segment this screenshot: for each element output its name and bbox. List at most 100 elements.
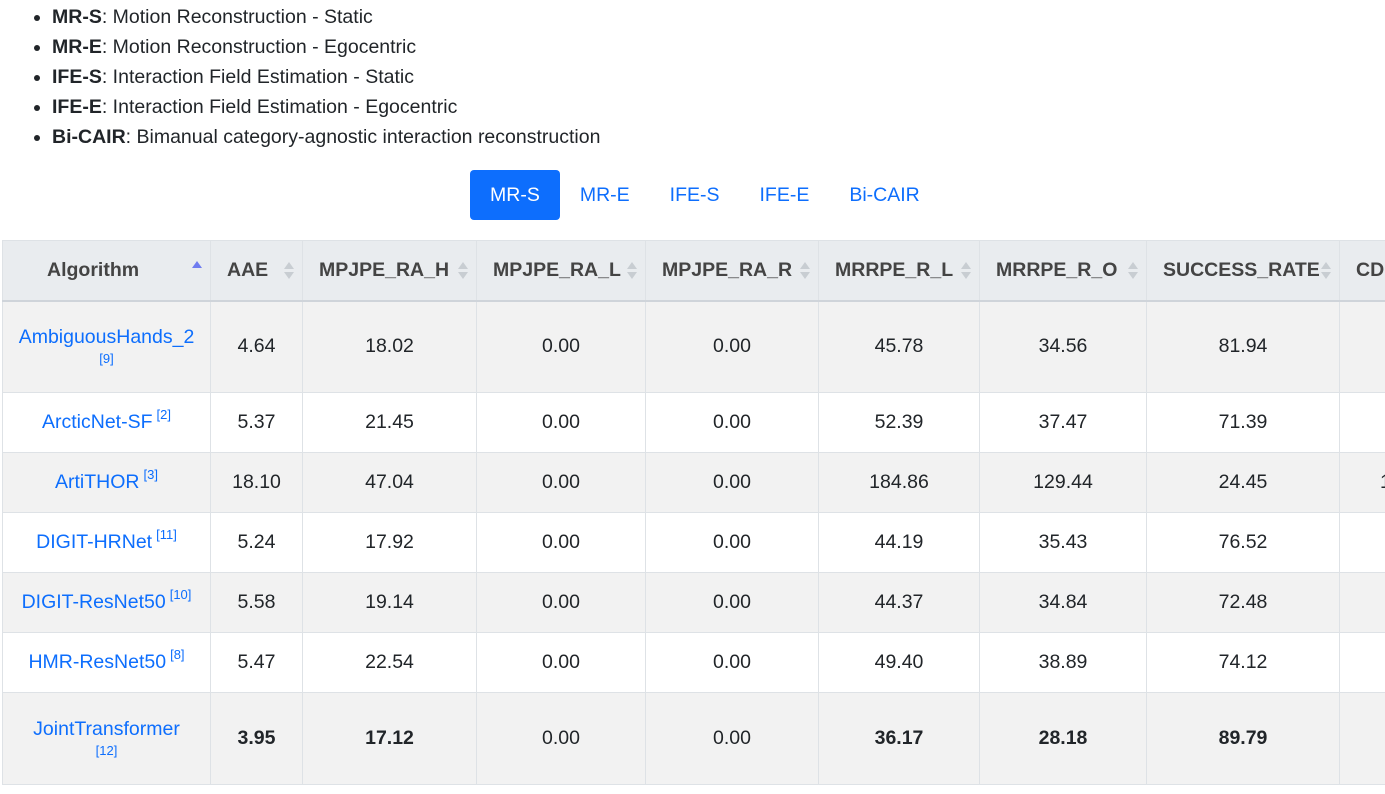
column-header-aae[interactable]: AAE [210,240,303,302]
algorithm-cell: ArtiTHOR [3] [2,452,211,513]
sort-icon [1128,261,1138,281]
metric-cell-aae: 4.64 [210,300,303,393]
legend-abbr: Bi-CAIR [52,126,126,148]
column-header-mrrpe-r-o[interactable]: MRRPE_R_O [979,240,1147,302]
algorithm-link[interactable]: ArcticNet-SF [42,411,153,433]
sort-icon [458,261,468,281]
reference-link[interactable]: [3] [143,467,158,482]
algorithm-cell: HMR-ResNet50 [8] [2,632,211,693]
metric-cell-success-rate: 89.79 [1146,692,1340,785]
metric-cell-cde [1339,632,1385,693]
tab-ife-s[interactable]: IFE-S [669,184,720,206]
column-header-label: MPJPE_RA_H [319,258,450,281]
metric-cell-mrrpe-r-o: 129.44 [979,452,1147,513]
reference-link[interactable]: [12] [95,743,118,758]
algorithm-cell: ArcticNet-SF [2] [2,392,211,453]
algorithm-link[interactable]: HMR-ResNet50 [28,651,167,673]
column-header-label: Algorithm [47,258,140,281]
legend-description: : Motion Reconstruction - Static [101,6,373,28]
sort-icon [284,261,294,281]
metric-cell-success-rate: 24.45 [1146,452,1340,513]
sort-ascending-icon [192,260,202,280]
table-header-row: Algorithm AAE MPJPE_RA_H MPJPE_RA_L MPJPE_RA… [2,240,1385,302]
reference-link[interactable]: [11] [156,527,177,542]
algorithm-cell: AmbiguousHands_2 [9] [2,300,211,393]
column-header-algorithm[interactable]: Algorithm [2,240,211,302]
metric-cell-success-rate: 71.39 [1146,392,1340,453]
metric-cell-mrrpe-r-o: 38.89 [979,632,1147,693]
tab-ife-e[interactable]: IFE-E [759,184,810,206]
table-row: AmbiguousHands_2 [9] 4.64 18.02 0.00 0.00 45.7… [2,300,1385,393]
metric-cell-mpjpe-ra-h: 18.02 [302,300,477,393]
metric-cell-success-rate: 72.48 [1146,572,1340,633]
metric-cell-mpjpe-ra-l: 0.00 [476,632,646,693]
column-header-mpjpe-ra-r[interactable]: MPJPE_RA_R [645,240,819,302]
metric-cell-aae: 3.95 [210,692,303,785]
algorithm-cell: DIGIT-ResNet50 [10] [2,572,211,633]
sort-icon [961,261,971,281]
metric-cell-cde: 1 [1339,452,1385,513]
column-header-label: MPJPE_RA_R [662,258,793,281]
algorithm-link[interactable]: ArtiTHOR [55,471,140,493]
legend-description: : Interaction Field Estimation - Egocent… [101,96,458,118]
column-header-mpjpe-ra-h[interactable]: MPJPE_RA_H [302,240,477,302]
metric-cell-aae: 5.24 [210,512,303,573]
algorithm-link[interactable]: DIGIT-HRNet [36,531,153,553]
metric-cell-mpjpe-ra-l: 0.00 [476,392,646,453]
metric-cell-cde [1339,512,1385,573]
metric-cell-cde [1339,300,1385,393]
column-header-cde[interactable]: CDE [1339,240,1385,302]
table-row: HMR-ResNet50 [8] 5.47 22.54 0.00 0.00 49.40 38.… [2,632,1385,693]
sort-icon [800,261,810,281]
metric-cell-mpjpe-ra-h: 19.14 [302,572,477,633]
legend-abbr: IFE-S [52,66,102,88]
reference-link[interactable]: [8] [170,647,185,662]
task-tabs: MR-S MR-E IFE-S IFE-E Bi-CAIR [470,170,940,220]
metric-cell-success-rate: 81.94 [1146,300,1340,393]
column-header-success-rate[interactable]: SUCCESS_RATE [1146,240,1340,302]
algorithm-link[interactable]: DIGIT-ResNet50 [21,591,166,613]
reference-link[interactable]: [10] [169,587,192,602]
metric-cell-success-rate: 76.52 [1146,512,1340,573]
reference-link[interactable]: [9] [99,351,114,367]
tab-mr-e[interactable]: MR-E [579,184,630,206]
metric-cell-mpjpe-ra-r: 0.00 [645,452,819,513]
metric-cell-mrrpe-r-o: 34.56 [979,300,1147,393]
metric-cell-aae: 5.58 [210,572,303,633]
column-header-mrrpe-r-l[interactable]: MRRPE_R_L [818,240,980,302]
algorithm-link[interactable]: AmbiguousHands_2 [18,326,195,349]
tab-mr-s[interactable]: MR-S [470,170,560,220]
legend-abbr: MR-E [52,36,102,58]
reference-link[interactable]: [2] [156,407,171,422]
column-header-label: CDE [1356,258,1385,281]
legend-abbr: MR-S [52,6,102,28]
metric-cell-mrrpe-r-o: 28.18 [979,692,1147,785]
algorithm-link[interactable]: JointTransformer [33,718,180,740]
legend-item-bi-cair: Bi-CAIR: Bimanual category-agnostic inte… [52,122,600,152]
metric-cell-mpjpe-ra-h: 22.54 [302,632,477,693]
metric-cell-cde [1339,692,1385,785]
metric-cell-aae: 18.10 [210,452,303,513]
metric-cell-mpjpe-ra-r: 0.00 [645,300,819,393]
metric-cell-mpjpe-ra-l: 0.00 [476,692,646,785]
legend-item-mr-e: MR-E: Motion Reconstruction - Egocentric [52,32,600,62]
tab-bi-cair[interactable]: Bi-CAIR [849,184,920,206]
metric-cell-mpjpe-ra-r: 0.00 [645,632,819,693]
column-header-mpjpe-ra-l[interactable]: MPJPE_RA_L [476,240,646,302]
metric-cell-mpjpe-ra-h: 21.45 [302,392,477,453]
algorithm-cell: JointTransformer [12] [2,692,211,785]
table-row: JointTransformer [12] 3.95 17.12 0.00 0.00 36.… [2,692,1385,785]
legend-item-ife-e: IFE-E: Interaction Field Estimation - Eg… [52,92,600,122]
metric-cell-mrrpe-r-o: 37.47 [979,392,1147,453]
column-header-label: MPJPE_RA_L [493,258,621,281]
column-header-label: SUCCESS_RATE [1163,258,1320,281]
metric-cell-mrrpe-r-l: 52.39 [818,392,980,453]
metric-cell-mpjpe-ra-r: 0.00 [645,512,819,573]
metric-cell-mrrpe-r-l: 44.19 [818,512,980,573]
metric-cell-mpjpe-ra-l: 0.00 [476,512,646,573]
table-row: ArcticNet-SF [2] 5.37 21.45 0.00 0.00 52.39 37.… [2,392,1385,453]
legend-item-mr-s: MR-S: Motion Reconstruction - Static [52,2,600,32]
sort-icon [627,261,637,281]
sort-icon [1321,261,1331,281]
task-legend-list: MR-S: Motion Reconstruction - StaticMR-E… [24,2,600,152]
